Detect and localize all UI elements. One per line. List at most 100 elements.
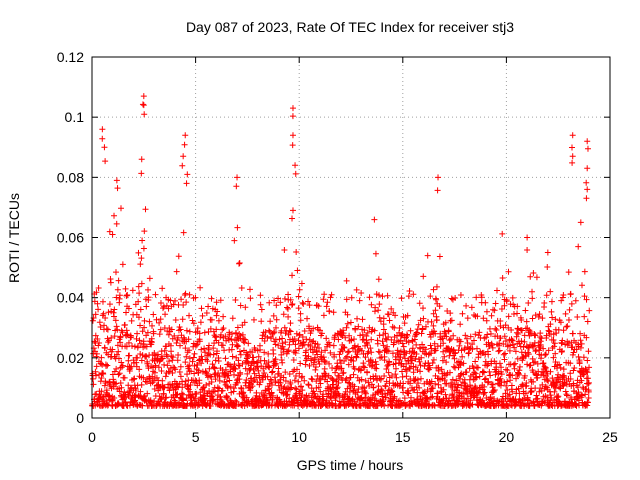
data-point	[355, 323, 362, 330]
data-point	[159, 377, 166, 384]
data-point	[351, 383, 358, 390]
data-point	[499, 230, 506, 237]
data-point	[181, 141, 188, 148]
data-point	[236, 259, 243, 266]
data-point	[172, 316, 179, 323]
data-point	[106, 228, 113, 235]
data-point	[105, 309, 112, 316]
data-point	[352, 326, 359, 333]
data-point	[437, 330, 444, 337]
data-point	[396, 356, 403, 363]
data-point	[149, 379, 156, 386]
data-point	[424, 386, 431, 393]
data-point	[257, 346, 264, 353]
data-point	[502, 390, 509, 397]
data-point	[239, 331, 246, 338]
data-point	[577, 219, 584, 226]
data-point	[217, 297, 224, 304]
data-point	[160, 305, 167, 312]
data-point	[137, 322, 144, 329]
data-point	[474, 388, 481, 395]
data-point	[126, 352, 133, 359]
data-point	[488, 381, 495, 388]
data-point	[155, 387, 162, 394]
data-point	[186, 291, 193, 298]
data-point	[194, 361, 201, 368]
data-point	[529, 315, 536, 322]
data-point	[270, 312, 277, 319]
data-point	[384, 292, 391, 299]
data-point	[125, 305, 132, 312]
data-point	[316, 361, 323, 368]
data-point	[512, 348, 519, 355]
data-point	[222, 381, 229, 388]
data-point	[281, 246, 288, 253]
data-point	[246, 286, 253, 293]
data-point	[481, 389, 488, 396]
data-point	[271, 374, 278, 381]
data-point	[502, 322, 509, 329]
data-point	[405, 339, 412, 346]
data-point	[287, 320, 294, 327]
data-point	[406, 365, 413, 372]
data-point	[467, 382, 474, 389]
data-point	[249, 383, 256, 390]
data-point	[100, 310, 107, 317]
data-point	[491, 307, 498, 314]
data-point	[330, 342, 337, 349]
data-point	[585, 375, 592, 382]
data-point	[340, 398, 347, 405]
data-point	[323, 335, 330, 342]
data-point	[542, 351, 549, 358]
data-point	[555, 393, 562, 400]
data-point	[521, 338, 528, 345]
data-point	[457, 359, 464, 366]
data-point	[482, 375, 489, 382]
data-point	[158, 367, 165, 374]
data-point	[463, 369, 470, 376]
data-point	[440, 386, 447, 393]
data-point	[211, 388, 218, 395]
data-point	[311, 401, 318, 408]
data-point	[95, 342, 102, 349]
data-point	[314, 341, 321, 348]
data-point	[215, 339, 222, 346]
data-point	[207, 325, 214, 332]
data-point	[302, 361, 309, 368]
data-point	[472, 331, 479, 338]
data-point	[467, 397, 474, 404]
data-point	[213, 312, 220, 319]
data-point	[247, 387, 254, 394]
data-point	[112, 269, 119, 276]
data-point	[98, 360, 105, 367]
data-point	[144, 329, 151, 336]
data-point	[481, 383, 488, 390]
y-tick-label: 0	[76, 410, 84, 426]
data-point	[186, 312, 193, 319]
data-point	[416, 358, 423, 365]
data-point	[93, 390, 100, 397]
data-point	[342, 355, 349, 362]
data-point	[492, 300, 499, 307]
data-point	[406, 287, 413, 294]
data-point	[417, 368, 424, 375]
data-point	[428, 318, 435, 325]
data-point	[301, 327, 308, 334]
data-point	[452, 364, 459, 371]
data-point	[330, 384, 337, 391]
data-point	[145, 286, 152, 293]
data-point	[283, 391, 290, 398]
data-point	[277, 379, 284, 386]
data-point	[285, 385, 292, 392]
data-point	[397, 354, 404, 361]
data-point	[441, 353, 448, 360]
data-point	[161, 361, 168, 368]
data-point	[443, 380, 450, 387]
data-point	[499, 291, 506, 298]
data-point	[111, 313, 118, 320]
data-point	[373, 365, 380, 372]
data-point	[148, 335, 155, 342]
data-point	[289, 113, 296, 120]
data-point	[280, 346, 287, 353]
data-point	[101, 345, 108, 352]
